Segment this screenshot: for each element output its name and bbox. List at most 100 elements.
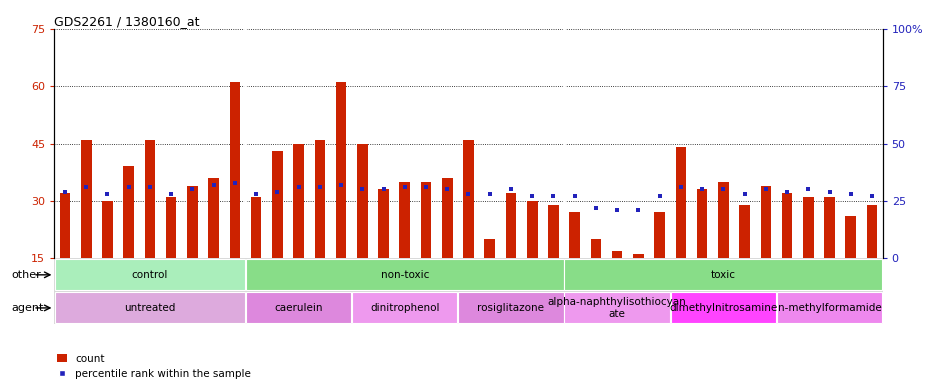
Bar (54, 259, 245, 290)
Point (673, 184, 688, 190)
Bar (229, 82, 240, 316)
Bar (670, 292, 775, 323)
Point (651, 193, 666, 199)
Point (588, 205, 603, 211)
Text: untreated: untreated (124, 303, 175, 313)
Bar (776, 292, 882, 323)
Point (757, 186, 772, 192)
Bar (760, 185, 770, 316)
Bar (187, 185, 197, 316)
Point (79, 184, 94, 190)
Bar (245, 259, 563, 290)
Bar (357, 144, 367, 316)
Bar (80, 140, 92, 316)
Point (737, 191, 752, 197)
Bar (352, 292, 457, 323)
Bar (124, 167, 134, 316)
Bar (271, 151, 283, 316)
Point (842, 191, 857, 197)
Bar (251, 197, 261, 316)
Point (355, 186, 370, 192)
Bar (653, 212, 665, 316)
Point (546, 193, 561, 199)
Point (418, 184, 433, 190)
Bar (335, 82, 346, 316)
Point (312, 184, 327, 190)
Bar (484, 239, 494, 316)
Text: control: control (132, 270, 168, 280)
Bar (563, 259, 882, 290)
Bar (781, 193, 792, 316)
Bar (208, 178, 219, 316)
Point (333, 182, 348, 188)
Bar (844, 216, 856, 316)
Point (524, 193, 539, 199)
Text: other: other (12, 270, 41, 280)
Text: dinitrophenol: dinitrophenol (370, 303, 439, 313)
Point (206, 182, 221, 188)
Bar (102, 201, 112, 316)
Bar (458, 292, 563, 323)
Point (57, 189, 72, 195)
Bar (442, 178, 452, 316)
Bar (420, 182, 431, 316)
Bar (548, 205, 558, 316)
Bar (526, 201, 537, 316)
Text: alpha-naphthylisothiocyan
ate: alpha-naphthylisothiocyan ate (548, 297, 686, 319)
Point (100, 191, 115, 197)
Bar (293, 144, 303, 316)
Point (864, 193, 879, 199)
Bar (633, 255, 643, 316)
Bar (611, 251, 622, 316)
Point (630, 207, 645, 213)
Point (482, 191, 497, 197)
Point (461, 191, 475, 197)
Point (184, 186, 199, 192)
Text: n-methylformamide: n-methylformamide (777, 303, 881, 313)
Bar (739, 205, 749, 316)
Point (779, 189, 794, 195)
Text: non-toxic: non-toxic (380, 270, 429, 280)
Bar (399, 182, 410, 316)
Point (227, 179, 242, 185)
Point (164, 191, 179, 197)
Text: rosiglitazone: rosiglitazone (477, 303, 544, 313)
Bar (54, 292, 245, 323)
Point (291, 184, 306, 190)
Bar (314, 140, 325, 316)
Bar (696, 189, 707, 316)
Point (715, 186, 730, 192)
Point (121, 184, 136, 190)
Point (248, 191, 263, 197)
Text: agent: agent (12, 303, 44, 313)
Bar (144, 140, 155, 316)
Bar (802, 197, 812, 316)
Point (397, 184, 412, 190)
Bar (675, 147, 685, 316)
Point (609, 207, 624, 213)
Point (375, 186, 390, 192)
Legend: count, percentile rank within the sample: count, percentile rank within the sample (57, 354, 251, 379)
Bar (590, 239, 601, 316)
Point (694, 186, 709, 192)
Point (821, 189, 836, 195)
Point (566, 193, 581, 199)
Point (439, 186, 454, 192)
Text: dimethylnitrosamine: dimethylnitrosamine (668, 303, 777, 313)
Point (800, 186, 815, 192)
Bar (245, 292, 351, 323)
Text: GDS2261 / 1380160_at: GDS2261 / 1380160_at (54, 15, 199, 28)
Bar (569, 212, 579, 316)
Bar (563, 292, 669, 323)
Bar (378, 189, 388, 316)
Bar (824, 197, 834, 316)
Bar (60, 193, 70, 316)
Text: caerulein: caerulein (274, 303, 323, 313)
Bar (717, 182, 728, 316)
Bar (166, 197, 176, 316)
Point (270, 189, 285, 195)
Point (503, 186, 518, 192)
Bar (866, 205, 876, 316)
Text: toxic: toxic (710, 270, 735, 280)
Point (142, 184, 157, 190)
